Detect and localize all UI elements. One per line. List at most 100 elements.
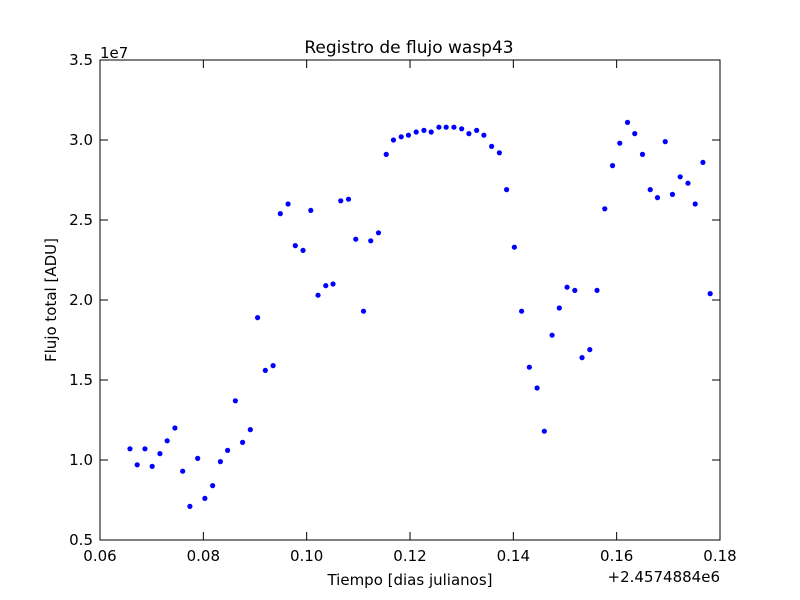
data-point-64: [609, 163, 616, 169]
y-tick-label-5: 3.0: [69, 131, 93, 149]
data-point-48: [489, 143, 495, 149]
data-point-49: [496, 150, 502, 156]
data-point-61: [587, 347, 593, 353]
data-point-27: [330, 281, 336, 287]
data-point-60: [579, 355, 585, 361]
data-point-70: [654, 195, 661, 201]
data-point-2: [142, 446, 148, 452]
x-offset-label: +2.4574884e6: [608, 568, 720, 586]
data-point-76: [700, 159, 706, 165]
data-point-46: [474, 127, 480, 133]
data-point-7: [180, 468, 186, 474]
data-point-43: [451, 124, 457, 130]
x-tick-label-3: 0.12: [393, 547, 426, 565]
data-point-31: [360, 308, 367, 314]
data-point-40: [428, 129, 434, 135]
y-tick-label-3: 2.0: [69, 291, 93, 309]
data-point-41: [436, 124, 442, 130]
data-point-74: [685, 180, 691, 186]
data-point-22: [292, 243, 298, 249]
data-point-24: [308, 207, 314, 213]
data-point-34: [383, 151, 389, 157]
data-point-77: [707, 291, 713, 297]
data-point-28: [338, 198, 344, 204]
data-point-57: [556, 305, 562, 311]
y-exponent-label: 1e7: [100, 44, 128, 62]
data-point-75: [692, 201, 698, 207]
data-point-47: [481, 132, 487, 138]
data-point-39: [421, 127, 427, 133]
data-point-32: [368, 238, 374, 244]
data-point-23: [300, 247, 306, 253]
data-point-14: [232, 398, 238, 404]
data-point-19: [270, 363, 276, 369]
data-point-1: [134, 462, 140, 468]
data-point-29: [345, 196, 352, 202]
x-tick-label-2: 0.10: [290, 547, 323, 565]
y-tick-label-6: 3.5: [69, 51, 93, 69]
data-point-56: [549, 332, 555, 338]
y-tick-label-0: 0.5: [69, 531, 93, 549]
data-point-55: [541, 428, 547, 434]
data-point-66: [624, 119, 631, 125]
data-point-13: [225, 447, 231, 453]
data-point-62: [594, 287, 600, 293]
data-point-4: [157, 451, 163, 457]
data-points: [127, 119, 713, 509]
data-point-9: [195, 455, 201, 461]
data-point-65: [617, 140, 623, 146]
data-point-0: [127, 446, 133, 452]
x-tick-label-0: 0.06: [83, 547, 116, 565]
data-point-26: [323, 283, 329, 289]
data-point-72: [669, 191, 676, 197]
x-tick-label-5: 0.16: [600, 547, 633, 565]
data-point-30: [353, 236, 359, 242]
data-point-44: [459, 126, 465, 132]
x-tick-label-4: 0.14: [497, 547, 530, 565]
y-tick-label-1: 1.0: [69, 451, 93, 469]
data-point-21: [285, 201, 291, 207]
data-point-63: [602, 206, 608, 212]
data-point-17: [254, 315, 261, 321]
data-point-20: [277, 211, 283, 217]
data-point-33: [375, 230, 382, 236]
data-point-54: [534, 385, 540, 391]
data-point-11: [210, 483, 216, 489]
data-point-38: [413, 129, 419, 135]
data-point-71: [662, 139, 668, 145]
data-point-58: [564, 284, 570, 290]
data-point-8: [187, 503, 193, 509]
data-point-68: [639, 151, 646, 157]
chart-title: Registro de flujo wasp43: [304, 38, 513, 58]
x-tick-label-6: 0.18: [703, 547, 736, 565]
data-point-51: [511, 244, 517, 250]
data-point-12: [217, 459, 223, 465]
data-point-10: [202, 495, 208, 501]
y-axis-label: Flujo total [ADU]: [42, 238, 60, 362]
x-tick-label-1: 0.08: [187, 547, 220, 565]
data-point-67: [632, 131, 638, 137]
data-point-45: [466, 131, 472, 137]
x-axis-label: Tiempo [dias julianos]: [326, 571, 492, 589]
data-point-73: [677, 174, 683, 180]
y-tick-label-4: 2.5: [69, 211, 93, 229]
plot-frame: [99, 59, 721, 541]
data-point-6: [172, 425, 178, 431]
data-point-59: [572, 287, 578, 293]
data-point-52: [519, 308, 525, 314]
y-tick-label-2: 1.5: [69, 371, 93, 389]
data-point-5: [164, 438, 170, 444]
data-point-36: [398, 134, 404, 140]
data-point-35: [390, 137, 397, 143]
data-point-16: [247, 427, 253, 433]
data-point-50: [504, 187, 510, 193]
data-point-25: [315, 292, 321, 298]
data-point-15: [240, 439, 246, 445]
data-point-69: [647, 187, 653, 193]
data-point-53: [526, 364, 532, 370]
data-point-37: [405, 132, 412, 138]
data-point-18: [262, 367, 268, 373]
data-point-42: [443, 124, 449, 130]
